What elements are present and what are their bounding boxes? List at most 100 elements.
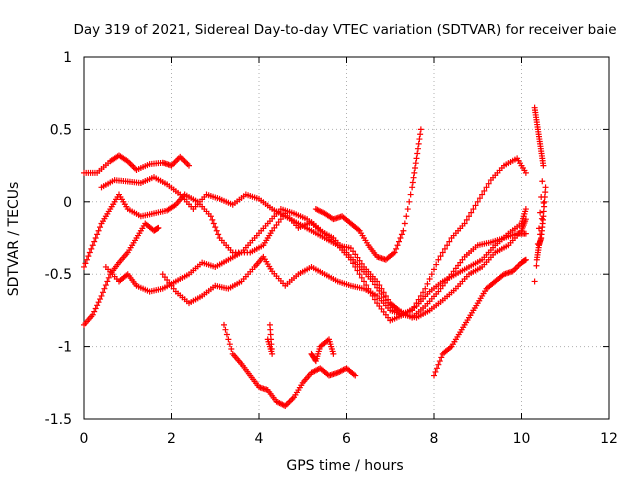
y-tick-label: 0.5 — [50, 122, 72, 138]
data-point — [354, 254, 361, 261]
data-point — [89, 311, 96, 318]
data-point — [83, 256, 90, 263]
data-point — [535, 247, 542, 254]
series-track-i — [431, 256, 529, 379]
data-point — [104, 278, 111, 285]
data-point — [540, 200, 547, 207]
data-point — [435, 256, 442, 263]
x-tick-label: 8 — [430, 431, 439, 447]
series-track-a — [81, 152, 192, 176]
axis-ticks: 0 2 4 6 8 10 12 -1.5 -1 -0.5 0 0.5 1 — [45, 50, 618, 447]
data-point — [221, 321, 227, 328]
data-point — [184, 161, 191, 168]
data-point — [409, 184, 416, 191]
data-point — [91, 308, 98, 315]
x-tick-label: 6 — [342, 431, 351, 447]
data-point — [431, 372, 437, 379]
y-axis-label: SDTVAR / TECUs — [6, 182, 22, 297]
data-point — [479, 191, 486, 198]
x-tick-label: 0 — [80, 431, 89, 447]
data-point — [177, 153, 184, 160]
data-point — [428, 271, 435, 278]
data-point — [404, 206, 411, 213]
series-track-j — [531, 104, 549, 285]
data-point — [410, 174, 417, 181]
data-point — [380, 289, 387, 296]
data-point — [92, 305, 99, 312]
data-point — [222, 326, 229, 333]
data-point — [522, 206, 529, 213]
data-point — [98, 292, 105, 299]
data-point — [91, 238, 98, 245]
data-point — [209, 216, 216, 223]
data-point — [181, 158, 188, 165]
data-point — [102, 282, 109, 289]
data-point — [538, 215, 545, 222]
data-point — [537, 209, 544, 216]
data-point — [226, 341, 233, 348]
chart-title: Day 319 of 2021, Sidereal Day-to-day VTE… — [73, 22, 616, 38]
x-tick-label: 12 — [600, 431, 618, 447]
data-point — [330, 350, 337, 357]
data-point — [436, 358, 443, 365]
data-point — [400, 227, 407, 234]
data-point — [289, 395, 296, 402]
data-point — [174, 156, 181, 163]
data-point — [288, 397, 295, 404]
data-point — [414, 150, 421, 157]
data-point — [401, 220, 408, 227]
data-point — [210, 220, 217, 227]
data-point — [394, 242, 401, 249]
data-point — [472, 202, 479, 209]
data-point — [352, 372, 359, 379]
data-point — [417, 126, 424, 133]
y-tick-label: 1 — [63, 50, 72, 66]
data-point — [86, 249, 93, 256]
data-point — [537, 231, 544, 238]
data-point — [95, 299, 102, 306]
data-point — [412, 160, 419, 167]
data-point — [358, 274, 365, 281]
data-point — [433, 261, 440, 268]
data-point — [180, 156, 187, 163]
data-point — [433, 365, 440, 372]
data-point — [215, 231, 222, 238]
y-tick-label: -0.5 — [45, 267, 72, 283]
data-point — [485, 180, 492, 187]
data-point — [391, 249, 398, 256]
data-point — [411, 303, 418, 310]
data-point — [94, 302, 101, 309]
data-point — [512, 265, 519, 272]
data-points — [81, 104, 549, 409]
series-track-c — [81, 220, 162, 328]
data-point — [439, 249, 446, 256]
data-point — [178, 155, 185, 162]
series-track-f — [159, 216, 529, 321]
data-point — [515, 262, 522, 269]
data-point — [97, 224, 104, 231]
data-point — [99, 289, 106, 296]
x-tick-label: 4 — [255, 431, 264, 447]
data-point — [414, 145, 421, 152]
data-point — [169, 161, 176, 168]
data-point — [81, 263, 87, 270]
data-point — [385, 296, 392, 303]
data-point — [411, 169, 418, 176]
data-point — [522, 169, 529, 176]
data-point — [286, 398, 293, 405]
data-point — [531, 278, 538, 285]
data-point — [474, 198, 481, 205]
data-point — [522, 230, 529, 237]
data-point — [417, 292, 424, 299]
data-point — [446, 238, 453, 245]
data-point — [350, 248, 357, 255]
x-tick-label: 2 — [167, 431, 176, 447]
data-point — [374, 278, 381, 285]
x-axis-label: GPS time / hours — [286, 458, 403, 474]
data-point — [354, 267, 361, 274]
y-tick-label: 0 — [63, 195, 72, 211]
data-point — [398, 231, 405, 238]
data-point — [361, 278, 367, 285]
data-point — [407, 191, 414, 198]
data-point — [356, 257, 363, 264]
